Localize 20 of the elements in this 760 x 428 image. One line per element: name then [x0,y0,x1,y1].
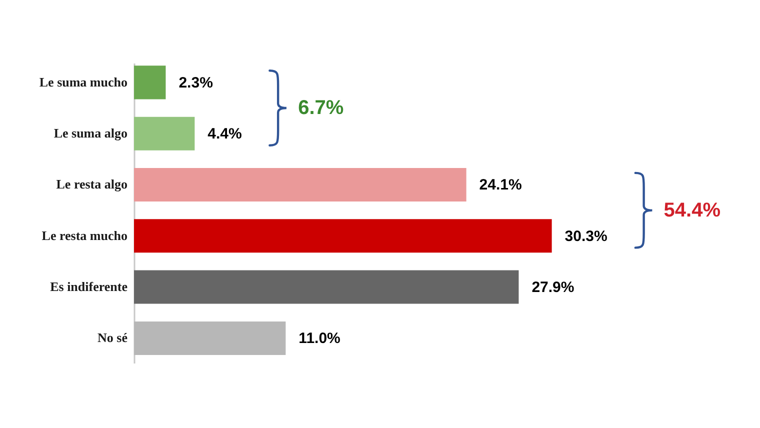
text: 54.4% [664,199,721,222]
bar [134,168,466,202]
bar [134,270,519,304]
bar [134,321,286,355]
data-label: 2.3% [178,74,213,92]
bar [134,219,552,253]
data-label: 11.0% [298,330,340,348]
y-tick-label: Le suma algo [54,126,128,141]
data-label: 24.1% [479,176,522,194]
y-tick-label: Le suma mucho [39,74,128,90]
y-tick-label: Le resta algo [56,176,128,192]
data-label: 4.4% [208,126,242,143]
bar [134,116,195,150]
annotation: 6.7% [298,97,344,120]
bar [134,66,166,100]
y-tick-label: Es indiferente [50,279,128,294]
data-label: 30.3% [564,228,608,245]
y-tick-label: Le resta mucho [42,228,128,243]
y-tick-label: No sé [98,330,128,346]
data-label: 27.9% [532,279,574,296]
